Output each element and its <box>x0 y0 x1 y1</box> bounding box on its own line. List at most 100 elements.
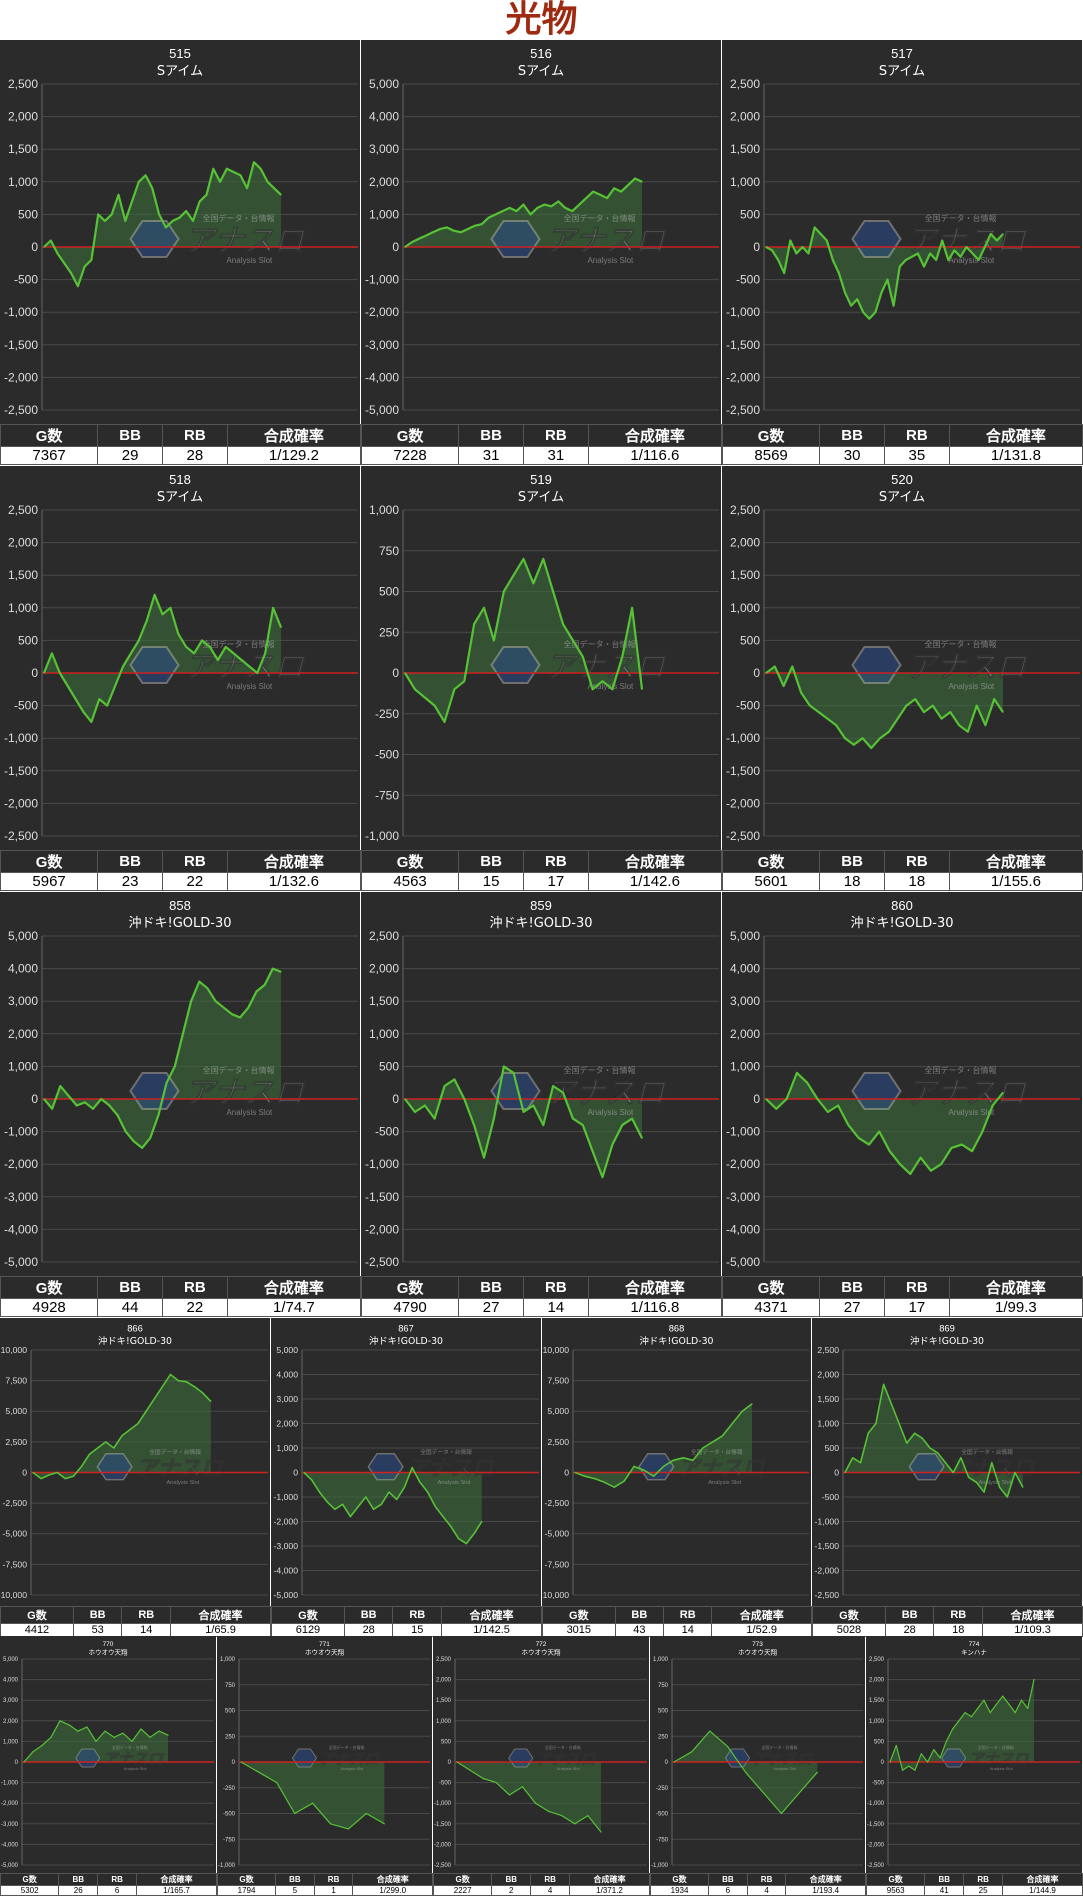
watermark-text: アナスロ <box>906 650 1027 685</box>
stats-header-rb: RB <box>746 1873 787 1886</box>
data-point <box>623 1480 625 1482</box>
stats-header-bb: BB <box>275 1873 315 1886</box>
y-tick-label: 0 <box>392 1092 399 1106</box>
machine-number: 866 <box>127 1324 143 1334</box>
data-point <box>958 1720 960 1722</box>
y-tick-label: 1,000 <box>817 1418 839 1428</box>
data-point <box>771 249 773 251</box>
stats-header-g: G数 <box>649 1873 710 1886</box>
data-point <box>858 1137 860 1139</box>
data-point <box>465 1543 467 1545</box>
y-tick-label: 1,500 <box>369 994 399 1008</box>
data-point <box>999 1486 1001 1488</box>
stats-table: G数 BB RB 合成確率 4371 27 17 1/99.3 <box>721 1276 1083 1317</box>
watermark-logo-icon <box>490 220 541 258</box>
data-point <box>56 252 59 255</box>
stats-header-rb: RB <box>161 424 228 447</box>
series-line <box>43 161 282 288</box>
data-point <box>396 1498 398 1500</box>
data-point <box>897 718 899 720</box>
y-tick-label: -2,000 <box>4 1157 38 1171</box>
data-point <box>458 1538 460 1540</box>
data-point <box>592 191 594 193</box>
y-tick-label: 2,000 <box>8 110 38 124</box>
data-point <box>599 194 601 196</box>
y-tick-label: 500 <box>658 1709 669 1715</box>
stats-header-g: G数 <box>0 850 99 873</box>
data-point <box>929 252 931 255</box>
y-tick-label: -1,500 <box>726 764 760 778</box>
data-point <box>983 1491 985 1493</box>
y-tick-label: -1,500 <box>815 1541 840 1551</box>
data-point <box>247 1007 249 1009</box>
data-point <box>365 1812 367 1815</box>
y-tick-label: 0 <box>392 240 399 254</box>
y-tick-label: 2,500 <box>8 503 38 517</box>
data-point <box>826 239 828 242</box>
data-point <box>172 220 174 222</box>
machine-number: 772 <box>536 1641 547 1648</box>
data-point <box>443 1085 446 1087</box>
y-tick-label: -500 <box>872 1781 885 1787</box>
data-point <box>818 711 820 713</box>
data-point <box>199 200 201 202</box>
data-point <box>889 1150 891 1152</box>
data-point <box>920 1157 922 1159</box>
data-point <box>582 656 584 658</box>
stats-value-rb: 17 <box>522 872 589 891</box>
series-area <box>766 1072 1003 1174</box>
data-point <box>276 1782 278 1784</box>
y-tick-label: -2,500 <box>4 403 38 417</box>
data-point <box>859 1462 862 1464</box>
data-point <box>1014 1471 1016 1474</box>
watermark-sub-text: Analysis Slot <box>587 682 634 691</box>
data-point <box>329 1823 332 1825</box>
data-point <box>50 1736 52 1738</box>
y-tick-label: 500 <box>225 1709 236 1715</box>
y-tick-label: 5,000 <box>276 1345 298 1355</box>
data-point <box>944 1462 947 1464</box>
y-tick-label: 1,000 <box>369 1027 399 1041</box>
stats-value-bb: 28 <box>343 1623 394 1637</box>
data-point <box>411 1467 413 1469</box>
data-point <box>952 1728 954 1730</box>
stats-value-prob: 1/109.3 <box>982 1623 1083 1637</box>
data-point <box>1002 711 1004 713</box>
data-point <box>1022 1486 1024 1488</box>
stats-header-rb: RB <box>313 1873 354 1886</box>
y-tick-label: 750 <box>658 1683 669 1689</box>
y-tick-label: 1,000 <box>8 1059 38 1073</box>
data-point <box>906 1442 908 1444</box>
data-point <box>971 1150 973 1152</box>
y-tick-label: -2,000 <box>1 1801 19 1807</box>
stats-value-prob: 1/142.5 <box>441 1623 542 1637</box>
y-tick-label: 5,000 <box>3 1657 19 1663</box>
stats-header-rb: RB <box>522 850 589 873</box>
data-point <box>868 1144 870 1146</box>
data-point <box>594 1478 596 1480</box>
chart-860: 860 沖ドキ!GOLD-30 5,000 4,000 3,000 2,000 1,000 0… <box>726 898 1080 1269</box>
data-point <box>280 626 282 628</box>
y-tick-label: 500 <box>379 585 399 599</box>
data-point <box>542 1124 544 1126</box>
stats-value-prob: 1/116.6 <box>587 446 723 465</box>
data-point <box>219 181 221 183</box>
series-area <box>44 968 281 1148</box>
watermark-top-text: 全国データ・台情報 <box>202 639 274 649</box>
y-tick-label: -5,000 <box>3 1529 28 1539</box>
y-tick-label: 1,500 <box>730 142 760 156</box>
data-point <box>775 1108 777 1110</box>
y-tick-label: -500 <box>14 273 38 287</box>
stats-header-bb: BB <box>614 1606 665 1624</box>
data-point <box>349 1516 351 1518</box>
stats-header-bb: BB <box>491 1873 532 1886</box>
stats-value-bb: 29 <box>97 446 163 465</box>
y-tick-label: 2,000 <box>869 1678 885 1684</box>
chart-panel-774: 774 キンハナ 2,500 2,000 1,500 1,000 500 0 -500 -1,00… <box>866 1636 1082 1873</box>
data-point <box>965 246 968 248</box>
data-point <box>318 1491 321 1493</box>
